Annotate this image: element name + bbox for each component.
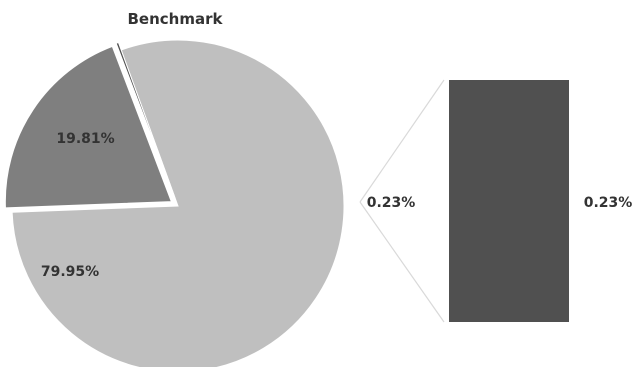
pie-slice-large [11, 39, 345, 367]
data-label-breakout-bar: 0.23% [584, 195, 633, 211]
data-label-large: 79.95% [41, 264, 99, 280]
pie-slice-medium [4, 45, 173, 209]
data-label-medium: 19.81% [56, 131, 114, 147]
connector-line-bottom [359, 201, 445, 323]
data-label-small: 0.23% [367, 195, 416, 211]
chart-title: Benchmark [128, 10, 224, 28]
data-labels: 79.95% 19.81% 0.23% 0.23% [41, 131, 632, 280]
pie-slices [4, 39, 345, 367]
connector-line-top [359, 79, 445, 203]
connector-lines [359, 79, 445, 323]
breakout-bar [449, 80, 569, 322]
pie-slice-small [115, 41, 176, 199]
